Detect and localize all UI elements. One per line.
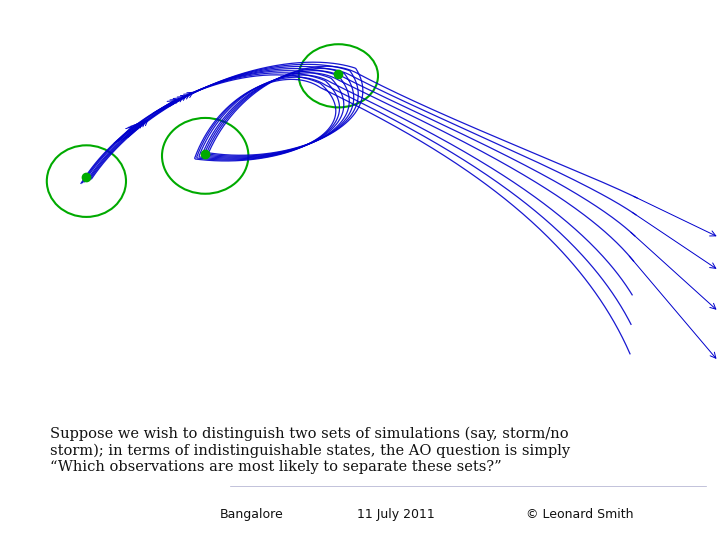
Text: © Leonard Smith: © Leonard Smith (526, 508, 634, 522)
Text: Bangalore: Bangalore (220, 508, 284, 522)
Text: Suppose we wish to distinguish two sets of simulations (say, storm/no
storm); in: Suppose we wish to distinguish two sets … (50, 427, 570, 474)
Text: 11 July 2011: 11 July 2011 (357, 508, 435, 522)
